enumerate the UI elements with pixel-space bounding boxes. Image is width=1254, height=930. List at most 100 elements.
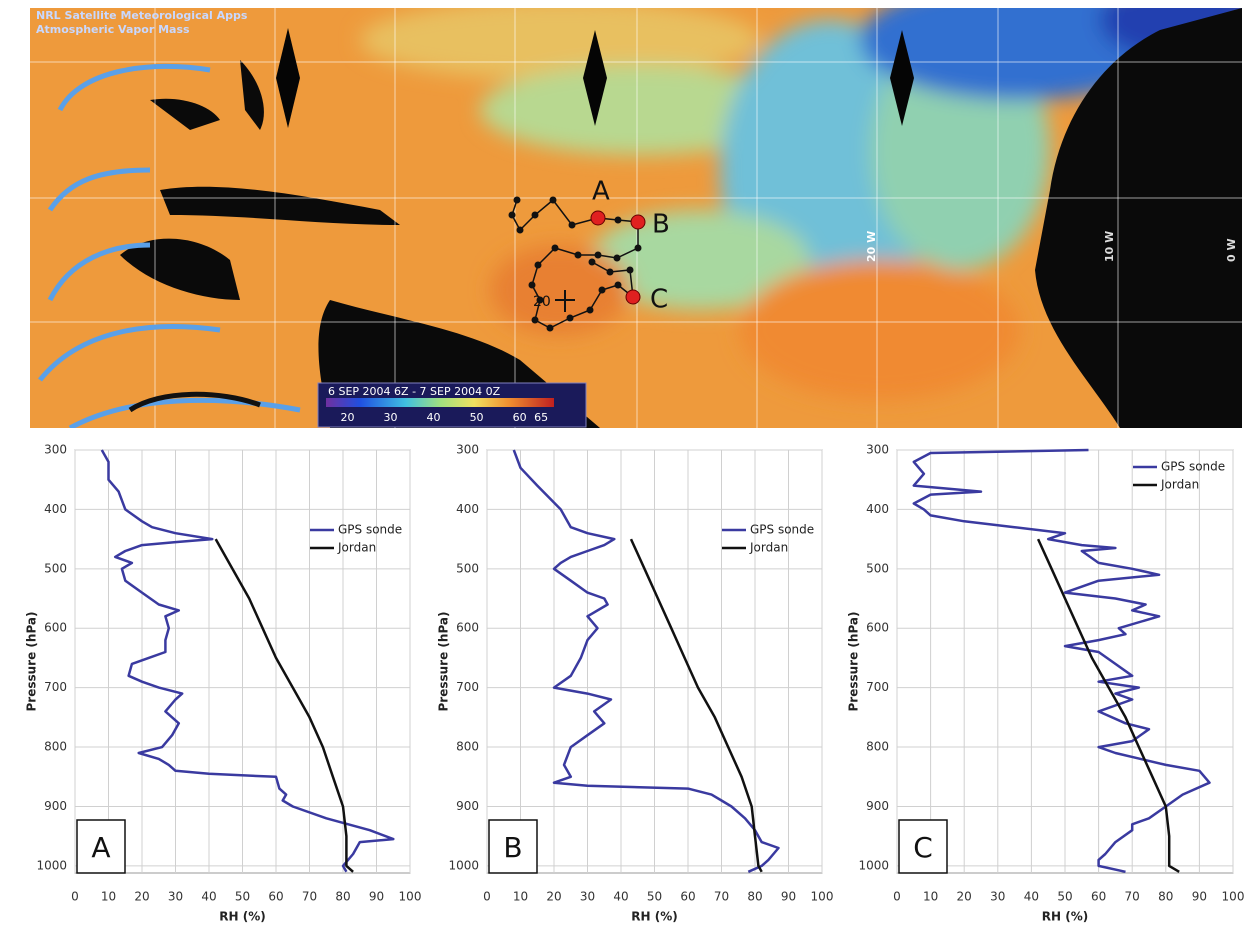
y-tick-label: 1000 [858,858,889,872]
x-tick-label: 80 [335,890,350,904]
x-tick-label: 60 [268,890,283,904]
map-title: Atmospheric Vapor Mass [36,23,190,36]
station-label: C [650,285,668,315]
y-tick-label: 600 [44,621,67,635]
diamonds [276,28,914,128]
y-tick-label: 400 [866,502,889,516]
legend-label: GPS sonde [1161,460,1225,474]
x-tick-label: 60 [1091,890,1106,904]
x-tick-label: 20 [546,890,561,904]
legend-label: GPS sonde [338,523,402,537]
colorbar-tick-label: 65 [534,411,548,424]
station-label: B [652,210,670,240]
y-tick-label: 600 [456,621,479,635]
arcs [38,63,301,428]
x-tick-label: 20 [957,890,972,904]
profile-line [100,449,395,873]
y-tick-label: 500 [44,561,67,575]
x-tick-label: 40 [613,890,628,904]
y-tick-label: 600 [866,621,889,635]
station-label: A [592,177,610,207]
y-tick-label: 300 [456,443,479,457]
longitude-label: 10 W [1103,231,1116,262]
legend-label: Jordan [337,541,376,555]
panel-label: B [503,831,522,864]
y-axis-title: Pressure (hPa) [437,612,451,712]
colorbar-tick-label: 20 [341,411,355,424]
panel-box [76,819,126,874]
panel-box [898,819,948,874]
y-tick-label: 1000 [448,858,479,872]
colorbar-tick-label: 30 [384,411,398,424]
x-tick-label: 50 [647,890,662,904]
y-tick-label: 1000 [36,858,67,872]
y-tick-label: 700 [44,680,67,694]
x-tick-label: 80 [747,890,762,904]
colorbar-tick-label: 40 [427,411,441,424]
profile-line [512,449,780,873]
satellite-map: NRL Satellite Meteorological Apps Atmosp… [30,8,1242,428]
longitude-label: 0 W [1225,238,1238,262]
x-tick-label: 70 [302,890,317,904]
x-tick-label: 0 [71,890,79,904]
x-tick-label: 40 [201,890,216,904]
map-title: NRL Satellite Meteorological Apps [36,9,248,22]
x-tick-label: 40 [1024,890,1039,904]
x-tick-label: 10 [513,890,528,904]
panel-label: A [91,831,110,864]
y-tick-label: 300 [866,443,889,457]
y-tick-label: 500 [456,561,479,575]
y-tick-label: 900 [456,799,479,813]
panel-box [488,819,538,874]
colorbar-title: 6 SEP 2004 6Z - 7 SEP 2004 0Z [328,385,501,398]
y-tick-label: 800 [44,740,67,754]
legend-label: GPS sonde [750,523,814,537]
x-tick-label: 100 [811,890,834,904]
y-tick-label: 900 [866,799,889,813]
marker-label: 20 [533,294,551,310]
y-tick-label: 900 [44,799,67,813]
x-axis-title: RH (%) [631,910,677,924]
y-tick-label: 700 [456,680,479,694]
x-tick-label: 30 [168,890,183,904]
x-tick-label: 20 [134,890,149,904]
x-tick-label: 10 [923,890,938,904]
x-tick-label: 90 [1192,890,1207,904]
x-axis-title: RH (%) [219,910,265,924]
x-tick-label: 80 [1158,890,1173,904]
x-tick-label: 30 [990,890,1005,904]
y-tick-label: 300 [44,443,67,457]
y-tick-label: 400 [44,502,67,516]
x-tick-label: 0 [893,890,901,904]
x-tick-label: 70 [1125,890,1140,904]
y-tick-label: 800 [866,740,889,754]
y-tick-label: 400 [456,502,479,516]
x-tick-label: 90 [369,890,384,904]
profile-line [214,538,354,873]
colorbar-tick-label: 60 [513,411,527,424]
x-tick-label: 60 [680,890,695,904]
x-tick-label: 100 [399,890,422,904]
x-axis-title: RH (%) [1042,910,1088,924]
y-axis-title: Pressure (hPa) [25,612,39,712]
panel-label: C [913,831,933,864]
y-tick-label: 800 [456,740,479,754]
y-tick-label: 500 [866,561,889,575]
cruise-track [508,196,646,332]
legend-label: Jordan [749,541,788,555]
y-tick-label: 700 [866,680,889,694]
colorbar: 6 SEP 2004 6Z - 7 SEP 2004 0Z [317,382,587,428]
x-tick-label: 90 [781,890,796,904]
x-tick-label: 0 [483,890,491,904]
legend-label: Jordan [1160,478,1199,492]
profile-line [629,538,763,873]
x-tick-label: 50 [1057,890,1072,904]
profile-line [1036,538,1180,873]
profile-line [912,448,1211,874]
x-tick-label: 50 [235,890,250,904]
longitude-label: 20 W [865,231,878,262]
x-tick-label: 30 [580,890,595,904]
x-tick-label: 10 [101,890,116,904]
colorbar-tick-label: 50 [470,411,484,424]
